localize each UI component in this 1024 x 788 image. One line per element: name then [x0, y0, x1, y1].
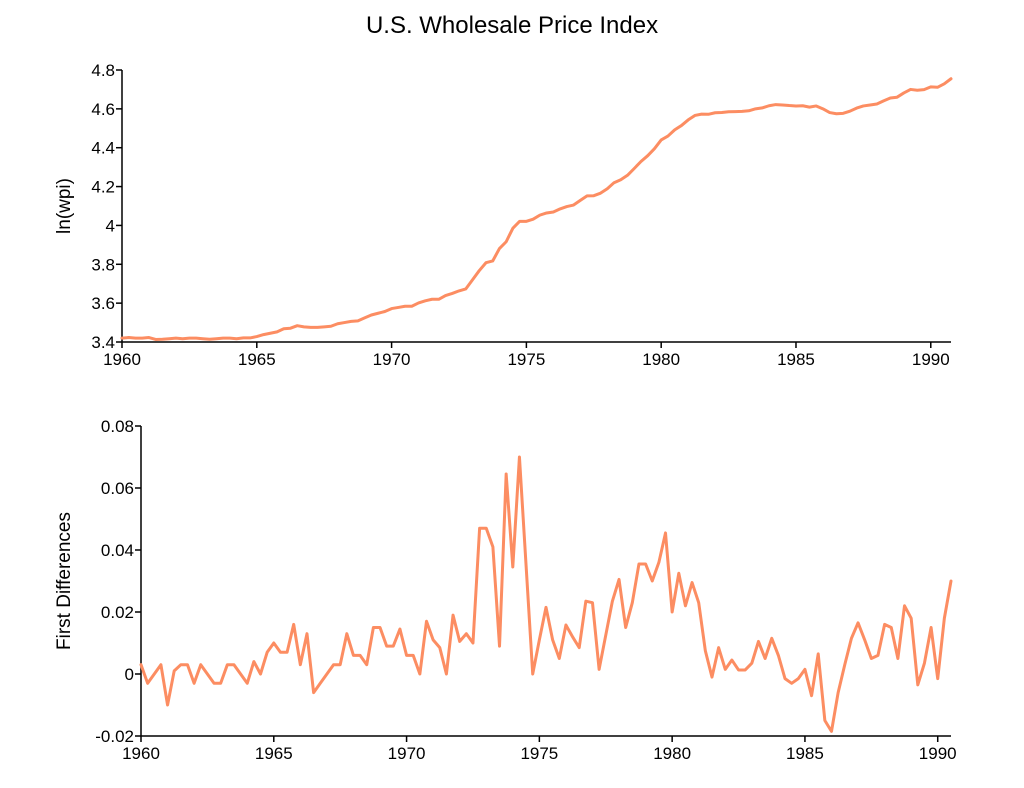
x-tick-label: 1965 — [255, 744, 293, 763]
series-line-wpi — [120, 77, 953, 341]
series-line-diff — [139, 455, 953, 733]
top-panel-wpi: 3.4 3.6 3.8 4 4.2 4.4 4.6 4.8 1960 1965 1970 1975 19… — [54, 61, 953, 369]
x-tick-label: 1980 — [653, 744, 691, 763]
x-tick-label: 1975 — [520, 744, 558, 763]
bottom-panel-first-differences: -0.02 0 0.02 0.04 0.06 0.08 1960 1965 1970 1975 19… — [54, 417, 957, 763]
y-tick-label: -0.02 — [95, 727, 134, 746]
y-tick-label: 0.06 — [101, 479, 134, 498]
y-tick-label: 3.8 — [91, 255, 115, 274]
y-tick-label: 4.6 — [91, 100, 115, 119]
x-tick-label: 1985 — [777, 350, 815, 369]
x-tick-label: 1985 — [786, 744, 824, 763]
x-tick-label: 1970 — [373, 350, 411, 369]
y-tick-label: 4.4 — [91, 139, 115, 158]
y-axis-label: ln(wpi) — [54, 178, 75, 234]
y-tick-label: 3.6 — [91, 294, 115, 313]
y-tick-label: 3.4 — [91, 333, 115, 352]
y-tick-label: 0 — [125, 665, 134, 684]
x-tick-label: 1960 — [103, 350, 141, 369]
y-tick-label: 4.8 — [91, 61, 115, 80]
y-tick-label: 4.2 — [91, 178, 115, 197]
x-tick-label: 1980 — [642, 350, 680, 369]
chart-title: U.S. Wholesale Price Index — [366, 12, 658, 39]
y-tick-label: 4 — [106, 216, 115, 235]
x-tick-label: 1960 — [122, 744, 160, 763]
y-axis-label: First Differences — [54, 512, 75, 650]
y-tick-label: 0.04 — [101, 541, 134, 560]
x-tick-label: 1990 — [912, 350, 950, 369]
x-tick-label: 1975 — [507, 350, 545, 369]
y-tick-label: 0.02 — [101, 603, 134, 622]
y-tick-label: 0.08 — [101, 417, 134, 436]
x-tick-label: 1965 — [238, 350, 276, 369]
x-tick-label: 1990 — [919, 744, 957, 763]
x-tick-label: 1970 — [388, 744, 426, 763]
